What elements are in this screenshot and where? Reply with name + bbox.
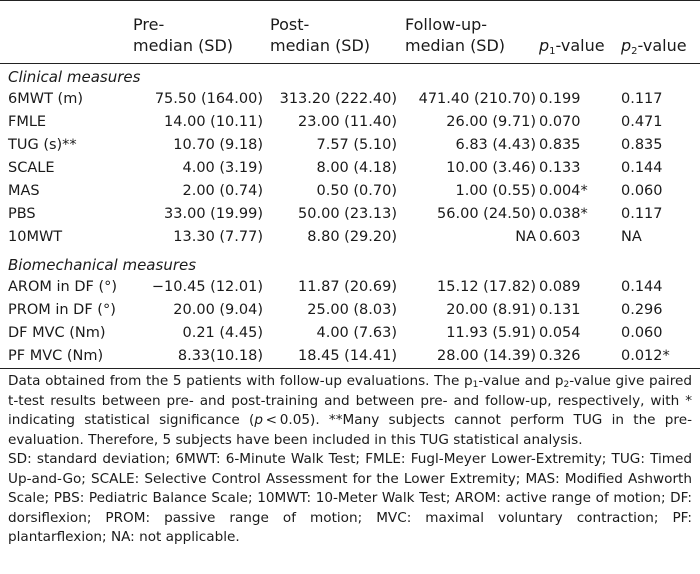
header-follow-up: Follow-up- median (SD) — [405, 14, 505, 56]
cell-measure: TUG (s)** — [8, 137, 77, 153]
header-post: Post- median (SD) — [270, 14, 370, 56]
header-follow-line2: median (SD) — [405, 36, 506, 55]
footnote-description: Data obtained from the 5 patients with f… — [8, 372, 692, 450]
cell-pre: 14.00 (10.11) — [164, 114, 263, 130]
cell-post: 8.80 (29.20) — [307, 229, 397, 245]
cell-p1: 0.038* — [539, 206, 588, 222]
header-p2-subscript: 2 — [631, 46, 638, 57]
cell-measure: AROM in DF (°) — [8, 279, 118, 295]
cell-post: 18.45 (14.41) — [298, 348, 397, 364]
header-pre-line2: median (SD) — [133, 36, 234, 55]
cell-post: 313.20 (222.40) — [279, 91, 397, 107]
cell-p2: 0.060 — [621, 183, 663, 199]
cell-pre: 0.21 (4.45) — [182, 325, 264, 341]
header-p1-letter: p — [539, 36, 550, 55]
footnote-abbreviations: SD: standard deviation; 6MWT: 6-Minute W… — [8, 451, 692, 545]
header-p1-label: -value — [555, 36, 605, 55]
cell-follow: 28.00 (14.39) — [437, 348, 536, 364]
cell-follow: 471.40 (210.70) — [418, 91, 536, 107]
header-p1-subscript: 1 — [549, 46, 556, 57]
header-p2-label: -value — [637, 36, 687, 55]
cell-pre: −10.45 (12.01) — [151, 279, 263, 295]
footnote-text-c: -value give paired t-test results betwee… — [8, 373, 692, 428]
header-p2-letter: p — [621, 36, 632, 55]
cell-p1: 0.054 — [539, 325, 581, 341]
cell-follow: 20.00 (8.91) — [446, 302, 536, 318]
cell-p1: 0.603 — [539, 229, 581, 245]
footnote-text-d: < 0.05). **Many subjects cannot perform … — [8, 412, 692, 448]
header-pre: Pre- median (SD) — [133, 14, 233, 56]
cell-measure: SCALE — [8, 160, 55, 176]
cell-p1: 0.199 — [539, 91, 581, 107]
cell-pre: 10.70 (9.18) — [173, 137, 263, 153]
cell-measure: PBS — [8, 206, 36, 222]
cell-p2: 0.012* — [621, 348, 670, 364]
cell-follow: 10.00 (3.46) — [446, 160, 536, 176]
cell-measure: DF MVC (Nm) — [8, 325, 106, 341]
cell-post: 8.00 (4.18) — [316, 160, 398, 176]
cell-pre: 13.30 (7.77) — [173, 229, 263, 245]
cell-p1: 0.004* — [539, 183, 588, 199]
cell-post: 25.00 (8.03) — [307, 302, 397, 318]
cell-pre: 20.00 (9.04) — [173, 302, 263, 318]
cell-p2: 0.144 — [621, 160, 663, 176]
cell-follow: 56.00 (24.50) — [437, 206, 536, 222]
cell-post: 0.50 (0.70) — [316, 183, 398, 199]
header-p2-value: p2-value — [621, 35, 687, 57]
table-header-rule — [0, 63, 700, 64]
cell-follow: 11.93 (5.91) — [446, 325, 536, 341]
cell-post: 11.87 (20.69) — [298, 279, 397, 295]
cell-measure: FMLE — [8, 114, 47, 130]
footnote-p-italic: p — [254, 412, 263, 428]
header-p1-value: p1-value — [539, 35, 605, 57]
table-footnotes: Data obtained from the 5 patients with f… — [8, 372, 692, 548]
cell-post: 4.00 (7.63) — [316, 325, 398, 341]
cell-pre: 75.50 (164.00) — [154, 91, 263, 107]
section-title: Clinical measures — [8, 68, 141, 86]
table-top-rule — [0, 0, 700, 1]
section-title: Biomechanical measures — [8, 256, 197, 274]
footnote-sub-1: 1 — [472, 380, 479, 390]
cell-measure: MAS — [8, 183, 40, 199]
cell-pre: 8.33(10.18) — [177, 348, 263, 364]
cell-p2: 0.060 — [621, 325, 663, 341]
cell-measure: 10MWT — [8, 229, 63, 245]
cell-measure: PF MVC (Nm) — [8, 348, 104, 364]
cell-p2: 0.835 — [621, 137, 663, 153]
header-post-line1: Post- — [270, 15, 310, 34]
cell-pre: 2.00 (0.74) — [182, 183, 264, 199]
cell-follow: NA — [515, 229, 536, 245]
cell-p1: 0.070 — [539, 114, 581, 130]
cell-p2: 0.117 — [621, 91, 663, 107]
cell-p2: 0.471 — [621, 114, 663, 130]
cell-pre: 4.00 (3.19) — [182, 160, 264, 176]
footnote-text-b: -value and p — [478, 373, 564, 389]
cell-p2: 0.296 — [621, 302, 663, 318]
cell-measure: PROM in DF (°) — [8, 302, 116, 318]
header-post-line2: median (SD) — [270, 36, 371, 55]
header-follow-line1: Follow-up- — [405, 15, 488, 34]
cell-p2: 0.117 — [621, 206, 663, 222]
cell-p1: 0.835 — [539, 137, 581, 153]
cell-pre: 33.00 (19.99) — [164, 206, 263, 222]
cell-p1: 0.089 — [539, 279, 581, 295]
cell-follow: 1.00 (0.55) — [455, 183, 537, 199]
cell-measure: 6MWT (m) — [8, 91, 83, 107]
cell-p2: 0.144 — [621, 279, 663, 295]
table-bottom-rule — [0, 368, 700, 369]
cell-post: 50.00 (23.13) — [298, 206, 397, 222]
cell-p2: NA — [621, 229, 642, 245]
footnote-text-a: Data obtained from the 5 patients with f… — [8, 373, 473, 389]
cell-follow: 6.83 (4.43) — [455, 137, 537, 153]
cell-p1: 0.131 — [539, 302, 581, 318]
cell-post: 7.57 (5.10) — [316, 137, 398, 153]
cell-post: 23.00 (11.40) — [298, 114, 397, 130]
cell-follow: 15.12 (17.82) — [437, 279, 536, 295]
footnote-sub-2: 2 — [563, 380, 570, 390]
cell-follow: 26.00 (9.71) — [446, 114, 536, 130]
cell-p1: 0.133 — [539, 160, 581, 176]
cell-p1: 0.326 — [539, 348, 581, 364]
header-pre-line1: Pre- — [133, 15, 165, 34]
